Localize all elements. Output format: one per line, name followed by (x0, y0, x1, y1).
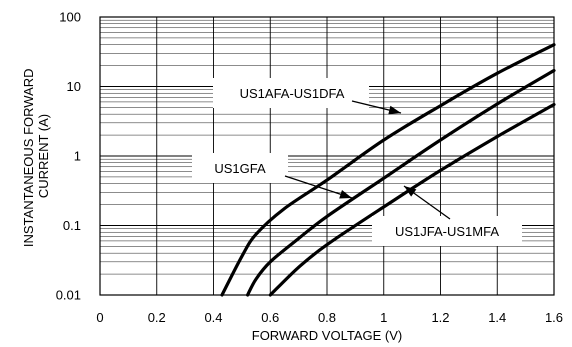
series-line (220, 43, 556, 297)
y-axis-title-line-2: CURRENT (A) (36, 114, 51, 198)
curves (220, 43, 556, 297)
y-axis-title-line-1: INSTANTANEOUS FORWARD (21, 68, 36, 247)
x-tick-label: 0.6 (261, 310, 279, 325)
x-tick-label: 0.8 (318, 310, 336, 325)
annotation-arrow-head (388, 105, 401, 115)
annotation-box (372, 216, 522, 246)
annotation-box (213, 78, 369, 108)
annotation-box (192, 153, 288, 183)
x-tick-label: 0 (96, 310, 103, 325)
annotation-label: US1AFA-US1DFA (240, 86, 345, 101)
series-line (268, 102, 556, 297)
plot-frame (99, 16, 555, 296)
y-tick-label: 100 (59, 10, 81, 25)
x-tick-label: 0.4 (204, 310, 222, 325)
x-tick-label: 0.2 (148, 310, 166, 325)
annotation-label: US1GFA (214, 161, 266, 176)
x-tick-labels: 0 0.2 0.4 0.6 0.8 1 1.2 1.4 1.6 (96, 310, 563, 325)
y-axis-title: INSTANTANEOUS FORWARD CURRENT (A) (21, 65, 51, 247)
y-tick-label: 1 (74, 149, 81, 164)
annotations: US1AFA-US1DFA US1GFA US1JFA-US1MFA (192, 78, 522, 246)
y-tick-label: 0.01 (56, 288, 81, 303)
y-tick-label: 10 (67, 79, 81, 94)
y-tick-label: 0.1 (63, 218, 81, 233)
y-tick-labels: 0.01 0.1 1 10 100 (56, 10, 81, 303)
annotation-arrow-head (339, 189, 352, 199)
series-line (246, 68, 556, 297)
x-tick-label: 1.2 (431, 310, 449, 325)
annotation-arrow-head (404, 186, 417, 197)
x-axis-title: FORWARD VOLTAGE (V) (252, 328, 402, 343)
x-tick-label: 1.4 (488, 310, 506, 325)
x-tick-label: 1 (380, 310, 387, 325)
x-tick-label: 1.6 (545, 310, 563, 325)
annotation-label: US1JFA-US1MFA (395, 224, 499, 239)
